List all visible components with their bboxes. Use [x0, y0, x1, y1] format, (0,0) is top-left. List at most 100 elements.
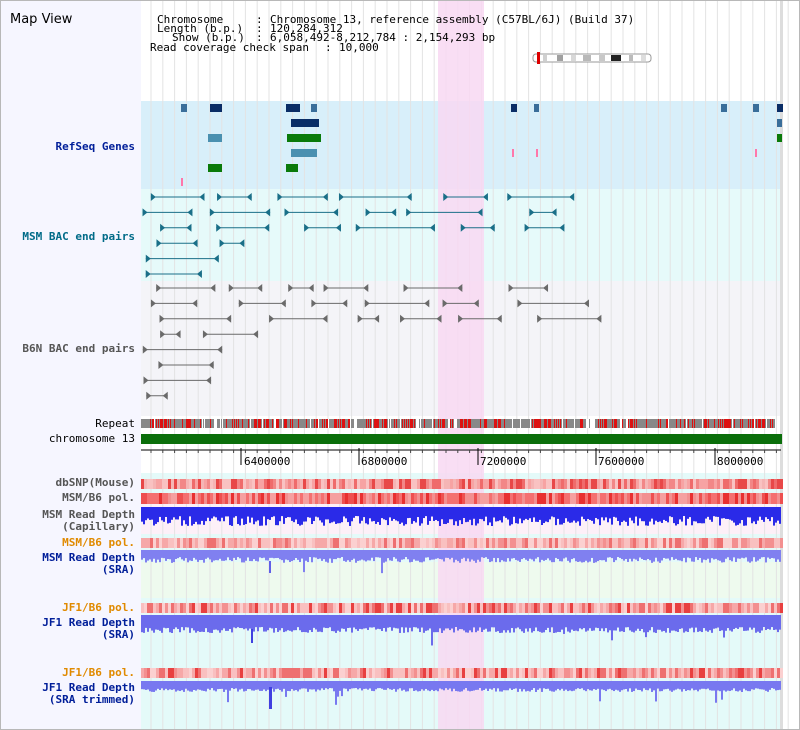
track-label-b6n-bac[interactable]: B6N BAC end pairs	[22, 342, 135, 355]
depth-bar	[187, 550, 189, 563]
depth-bar	[433, 681, 435, 692]
depth-bar	[333, 615, 335, 632]
depth-bar	[441, 507, 443, 520]
heat-cell	[336, 603, 339, 613]
depth-bar	[165, 615, 167, 629]
track-label-msm-b6-pol-2[interactable]: MSM/B6 pol.	[62, 536, 135, 549]
repeat-element	[494, 419, 497, 428]
depth-bar	[175, 681, 177, 692]
heat-cell	[471, 668, 474, 678]
bac-end-marker	[216, 223, 222, 232]
depth-bar	[581, 615, 583, 630]
repeat-element	[684, 419, 685, 428]
track-label-jf1-b6-pol[interactable]: JF1/B6 pol.	[62, 601, 135, 614]
depth-bar	[653, 681, 655, 691]
heat-cell	[648, 538, 651, 548]
depth-bar	[141, 615, 143, 633]
heat-cell	[708, 479, 711, 489]
heat-cell	[360, 603, 363, 613]
track-label-msm-bac[interactable]: MSM BAC end pairs	[22, 230, 135, 243]
heat-cell	[234, 603, 237, 613]
depth-bar	[405, 615, 407, 628]
repeat-element	[242, 419, 243, 428]
heat-cell	[756, 479, 759, 489]
depth-bar	[571, 507, 573, 523]
depth-bar	[337, 615, 339, 631]
heat-cell	[201, 538, 204, 548]
depth-bar	[435, 681, 437, 691]
track-label-msm-depth-capillary[interactable]: MSM Read Depth	[42, 508, 135, 521]
heat-cell	[492, 538, 495, 548]
depth-bar	[261, 550, 263, 559]
heat-cell	[534, 668, 537, 678]
heat-cell	[696, 603, 699, 613]
depth-bar	[351, 550, 353, 561]
depth-bar	[283, 615, 285, 633]
heat-cell	[552, 538, 555, 548]
heat-cell	[156, 603, 159, 613]
depth-bar	[313, 507, 315, 522]
depth-bar	[447, 507, 449, 523]
heat-cell	[207, 603, 210, 613]
heat-cell	[600, 668, 603, 678]
depth-bar	[259, 550, 261, 558]
depth-bar	[209, 550, 211, 560]
heat-cell	[309, 603, 312, 613]
depth-bar	[483, 681, 485, 690]
track-label-msm-depth-sra[interactable]: MSM Read Depth	[42, 551, 135, 564]
repeat-element	[410, 419, 413, 428]
heat-cell	[153, 603, 156, 613]
heat-cell	[654, 538, 657, 548]
depth-bar	[765, 681, 767, 691]
heat-cell	[486, 668, 489, 678]
track-label-jf1-depth-trimmed[interactable]: JF1 Read Depth	[42, 681, 135, 694]
depth-bar	[327, 681, 329, 690]
heat-cell	[780, 493, 783, 504]
depth-bar	[193, 550, 195, 558]
heat-cell	[750, 493, 753, 504]
depth-bar	[353, 550, 355, 559]
heat-cell	[195, 603, 198, 613]
repeat-element	[554, 419, 555, 428]
bac-end-marker	[517, 299, 523, 308]
depth-bar	[489, 615, 491, 632]
repeat-element	[314, 419, 315, 428]
heat-cell	[471, 479, 474, 489]
track-label-msm-b6-pol[interactable]: MSM/B6 pol.	[62, 491, 135, 504]
depth-bar	[625, 507, 627, 522]
depth-bar	[543, 550, 545, 561]
depth-bar	[775, 681, 777, 691]
heat-cell	[213, 668, 216, 678]
depth-bar	[195, 615, 197, 633]
heat-cell	[399, 479, 402, 489]
depth-bar	[203, 615, 205, 632]
depth-bar	[173, 507, 175, 518]
depth-bar	[529, 550, 531, 559]
depth-bar	[439, 615, 441, 629]
heat-cell	[591, 479, 594, 489]
depth-bar	[743, 550, 745, 559]
depth-bar	[649, 550, 651, 561]
heat-cell	[249, 538, 252, 548]
track-label-jf1-depth-sra[interactable]: JF1 Read Depth	[42, 616, 135, 629]
heat-cell	[405, 479, 408, 489]
track-label-dbsnp[interactable]: dbSNP(Mouse)	[55, 476, 135, 489]
heat-cell	[756, 538, 759, 548]
depth-bar	[437, 681, 439, 692]
heat-cell	[216, 538, 219, 548]
track-label-refseq[interactable]: RefSeq Genes	[55, 140, 135, 153]
depth-bar	[285, 615, 287, 632]
bac-end-marker	[228, 284, 234, 292]
depth-bar	[295, 507, 297, 520]
depth-bar	[711, 615, 713, 633]
heat-cell	[645, 603, 648, 613]
repeat-element	[750, 419, 751, 428]
depth-bar	[387, 507, 389, 526]
heat-cell	[543, 538, 546, 548]
depth-bar	[747, 550, 749, 562]
depth-bar	[197, 550, 199, 562]
heat-cell	[309, 538, 312, 548]
heat-cell	[693, 538, 696, 548]
track-label-jf1-b6-pol-2[interactable]: JF1/B6 pol.	[62, 666, 135, 679]
